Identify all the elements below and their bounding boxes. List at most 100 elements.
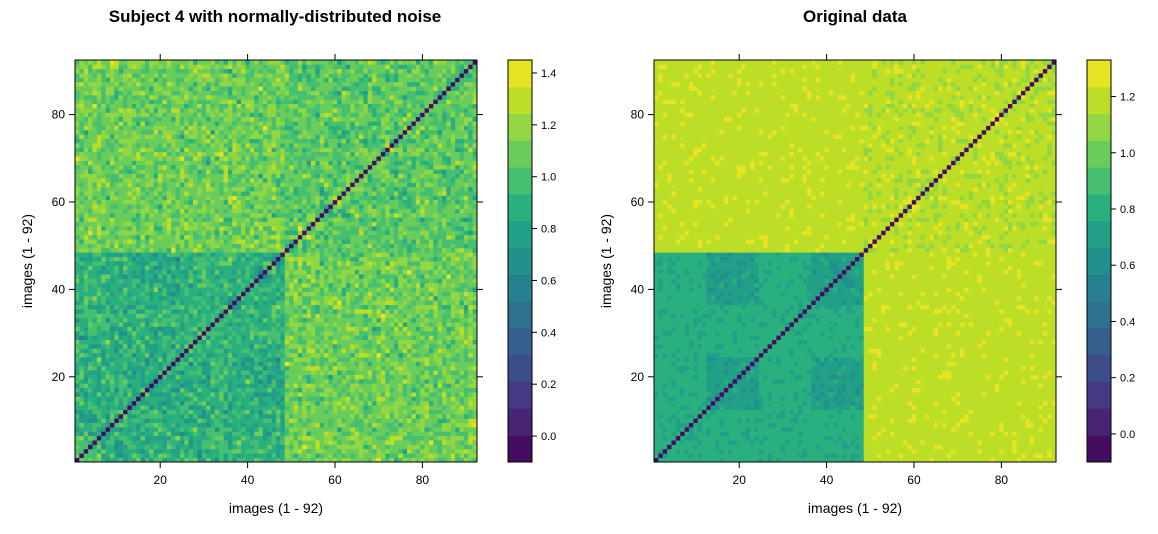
heatmap-cell: [214, 361, 220, 367]
heatmap-cell: [232, 195, 238, 201]
heatmap-cell: [214, 234, 220, 240]
heatmap-cell: [276, 243, 281, 249]
heatmap-cell: [118, 68, 124, 74]
heatmap-cell: [123, 90, 128, 96]
heatmap-cell: [219, 191, 224, 196]
heatmap-cell: [249, 370, 255, 375]
heatmap-cell: [297, 269, 303, 275]
heatmap-cell: [262, 217, 268, 223]
heatmap-cell: [284, 435, 290, 441]
heatmap-cell: [236, 212, 242, 218]
heatmap-cell: [310, 413, 316, 419]
heatmap-cell: [236, 348, 242, 354]
heatmap-cell: [232, 169, 238, 174]
panel-1-title: Subject 4 with normally-distributed nois…: [109, 7, 442, 26]
heatmap-cell: [149, 418, 154, 424]
heatmap-cell: [201, 295, 207, 301]
heatmap-cell: [75, 427, 80, 432]
heatmap-cell: [144, 208, 150, 214]
heatmap-cell: [232, 60, 238, 65]
heatmap-cell: [79, 344, 85, 349]
heatmap-cell: [219, 309, 224, 314]
heatmap-cell: [79, 103, 85, 109]
heatmap-cell: [88, 204, 93, 209]
heatmap-cell: [158, 330, 163, 336]
heatmap-cell: [166, 448, 172, 454]
heatmap-cell: [223, 112, 229, 118]
heatmap-cell: [162, 317, 168, 323]
heatmap-cell: [271, 212, 277, 218]
heatmap-cell: [197, 339, 203, 345]
heatmap-cell: [276, 86, 281, 91]
heatmap-cell: [289, 274, 294, 279]
heatmap-cell: [289, 164, 294, 170]
heatmap-cell: [293, 199, 299, 205]
heatmap-cell: [289, 453, 294, 458]
heatmap-cell: [175, 413, 181, 419]
heatmap-cell: [153, 400, 159, 406]
heatmap-cell: [219, 291, 224, 297]
heatmap-cell: [149, 108, 154, 113]
heatmap-cell: [144, 138, 150, 144]
heatmap-cell: [162, 103, 168, 109]
heatmap-cell: [284, 335, 290, 340]
heatmap-cell: [118, 177, 124, 183]
heatmap-cell: [136, 195, 141, 201]
heatmap-cell: [210, 90, 216, 96]
heatmap-cell: [188, 370, 194, 375]
heatmap-cell: [249, 339, 255, 345]
heatmap-cell: [118, 291, 124, 297]
heatmap-cell: [79, 427, 85, 432]
heatmap-cell: [254, 348, 259, 354]
heatmap-cell: [140, 335, 146, 340]
heatmap-cell: [227, 435, 233, 441]
heatmap-cell: [227, 261, 233, 266]
heatmap-cell: [127, 409, 133, 415]
heatmap-cell: [289, 322, 294, 327]
heatmap-cell: [271, 177, 277, 183]
heatmap-cell: [245, 156, 251, 161]
heatmap-cell: [227, 287, 233, 292]
heatmap-cell: [166, 90, 172, 96]
heatmap-cell: [162, 357, 168, 362]
heatmap-cell: [219, 94, 224, 100]
heatmap-cell: [223, 191, 229, 196]
heatmap-cell: [293, 217, 299, 223]
heatmap-cell: [96, 365, 102, 371]
heatmap-cell: [192, 313, 198, 319]
heatmap-cell: [192, 60, 198, 65]
heatmap-cell: [306, 103, 312, 109]
heatmap-cell: [280, 335, 286, 340]
heatmap-cell: [201, 151, 207, 157]
heatmap-cell: [131, 217, 137, 223]
heatmap-cell: [184, 269, 189, 275]
heatmap-cell: [171, 108, 176, 113]
heatmap-cell: [262, 269, 268, 275]
heatmap-cell: [83, 422, 89, 428]
heatmap-cell: [188, 147, 194, 153]
heatmap-cell: [236, 230, 242, 236]
heatmap-cell: [254, 112, 259, 118]
heatmap-cell: [302, 444, 307, 450]
heatmap-cell: [184, 295, 189, 301]
heatmap-cell: [92, 326, 98, 332]
heatmap-cell: [232, 86, 238, 91]
heatmap-cell: [258, 400, 264, 406]
heatmap-cell: [219, 435, 224, 441]
heatmap-cell: [223, 208, 229, 214]
heatmap-cell: [96, 374, 102, 380]
heatmap-cell: [118, 374, 124, 380]
heatmap-cell: [75, 348, 80, 354]
heatmap-cell: [206, 86, 211, 91]
heatmap-cell: [310, 370, 316, 375]
heatmap-cell: [96, 418, 102, 424]
heatmap-cell: [232, 191, 238, 196]
heatmap-cell: [179, 392, 185, 397]
heatmap-cell: [101, 326, 106, 332]
heatmap-cell: [188, 221, 194, 227]
heatmap-cell: [284, 427, 290, 432]
heatmap-cell: [140, 256, 146, 262]
heatmap-cell: [153, 156, 159, 161]
heatmap-cell: [249, 256, 255, 262]
heatmap-cell: [267, 261, 272, 266]
